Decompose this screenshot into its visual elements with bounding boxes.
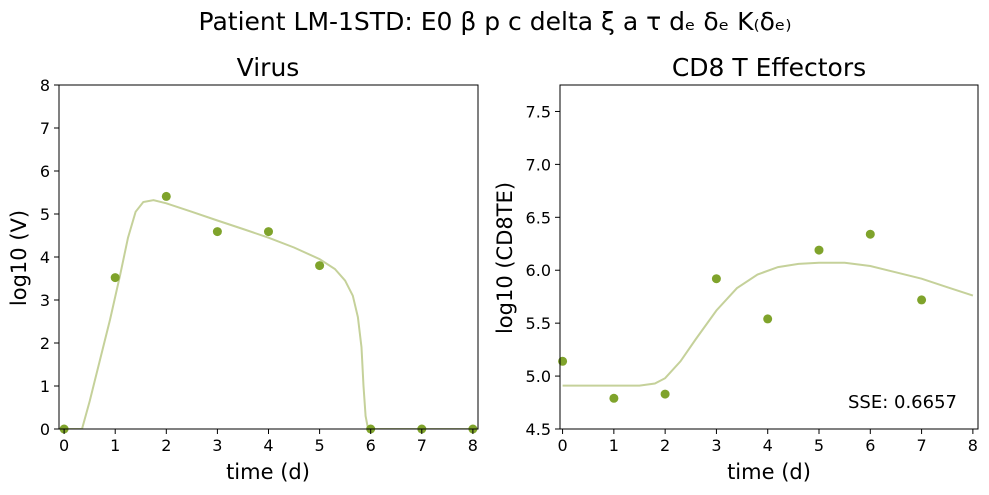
virus-y-tick-label: 0 [40,420,50,439]
virus-x-tick-label: 7 [417,436,427,455]
virus-x-tick-label: 1 [110,436,120,455]
cd8-y-tick-label: 7.5 [526,102,551,121]
virus-y-tick-label: 8 [40,76,50,95]
cd8-y-tick-label: 4.5 [526,420,551,439]
virus-x-tick-label: 3 [212,436,222,455]
cd8-y-tick-label: 6.5 [526,208,551,227]
virus-x-axis-label: time (d) [226,460,310,484]
cd8-data-point [917,295,927,305]
cd8-y-tick-label: 7.0 [526,155,551,174]
cd8-x-tick-label: 7 [916,436,926,455]
virus-x-tick-label: 5 [315,436,325,455]
virus-y-tick-label: 7 [40,119,50,138]
cd8-data-point [609,393,619,403]
virus-y-tick-label: 4 [40,248,50,267]
virus-data-point [110,273,120,283]
virus-y-tick-label: 2 [40,334,50,353]
cd8-data-point [865,229,875,239]
cd8-data-point [660,389,670,399]
virus-panel-title: Virus [237,53,300,82]
cd8-data-point [763,314,773,324]
cd8-data-point [558,356,568,366]
virus-y-tick-label: 5 [40,205,50,224]
cd8-y-tick-label: 5.0 [526,367,551,386]
cd8-x-tick-label: 1 [609,436,619,455]
virus-data-point [264,227,273,237]
cd8-x-tick-label: 5 [814,436,824,455]
virus-x-tick-label: 4 [263,436,273,455]
cd8-data-point [814,245,824,255]
virus-data-point [212,227,222,237]
virus-x-tick-label: 0 [59,436,69,455]
virus-model-curve [64,199,473,429]
sse-annotation: SSE: 0.6657 [848,392,957,413]
cd8-x-tick-label: 0 [557,436,567,455]
virus-data-point [161,191,171,201]
cd8-x-tick-label: 8 [968,436,978,455]
virus-data-point [315,261,325,271]
cd8-x-tick-label: 2 [660,436,670,455]
virus-x-tick-label: 2 [161,436,171,455]
cd8-x-tick-label: 6 [865,436,875,455]
cd8-x-axis-label: time (d) [727,460,811,484]
cd8-axes-frame [559,84,979,430]
cd8-panel: CD8 T Effectors time (d) log10 (CD8TE) S… [493,53,979,484]
cd8-model-curve [562,261,974,387]
virus-panel: Virus time (d) log10 (V) 0 1 2 3 4 5 6 7 8 0 1 2 3 4 5… [7,53,479,484]
virus-x-tick-label: 8 [468,436,478,455]
virus-x-tick-label: 6 [366,436,376,455]
cd8-y-tick-label: 6.0 [526,261,551,280]
virus-axes-frame [58,84,479,430]
virus-y-tick-label: 3 [40,291,50,310]
cd8-panel-title: CD8 T Effectors [672,53,866,82]
cd8-x-tick-label: 4 [763,436,773,455]
virus-y-axis-label: log10 (V) [7,210,31,306]
cd8-data-point [711,274,721,284]
virus-y-tick-label: 1 [40,377,50,396]
cd8-y-axis-label: log10 (CD8TE) [493,182,517,334]
figure-suptitle: Patient LM-1STD: E0 β p c delta ξ a τ dₑ… [199,7,792,36]
cd8-y-tick-label: 5.5 [526,314,551,333]
virus-y-tick-label: 6 [40,162,50,181]
cd8-x-tick-label: 3 [711,436,721,455]
